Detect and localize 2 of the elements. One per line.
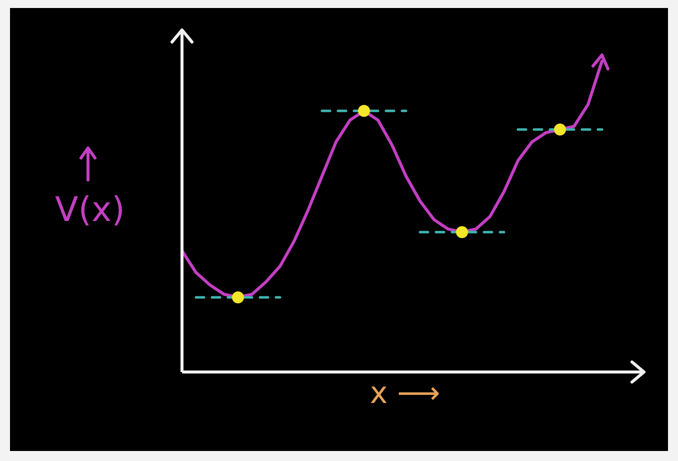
x-axis-title: x ⟶	[368, 376, 442, 411]
y-axis-title: V(x)	[54, 190, 126, 230]
